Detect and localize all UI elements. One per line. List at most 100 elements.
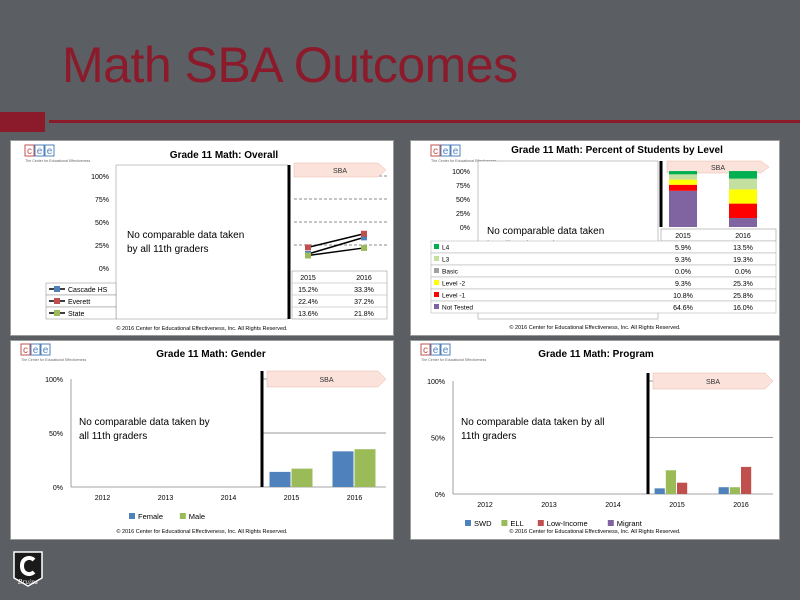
data-point <box>305 244 311 251</box>
chart-panel-overall: c e e The Center for Educational Effectiven… <box>10 140 394 336</box>
bar-female <box>332 451 354 487</box>
title-rule <box>49 120 800 123</box>
data-label: 33.3% <box>354 287 374 294</box>
legend-label: Everett <box>68 299 90 306</box>
data-label: 37.2% <box>354 299 374 306</box>
series-line-everett <box>307 233 365 249</box>
x-tick-label: 2015 <box>669 502 685 509</box>
legend-swatch <box>537 520 544 526</box>
chart-panel-program: c e e The Center for Educational Effectiven… <box>410 340 780 540</box>
table-row <box>430 288 777 302</box>
school-logo-text: Bruins <box>17 579 38 586</box>
logo-letter: e <box>443 146 449 157</box>
logo-letter-box <box>44 144 55 157</box>
table-row <box>430 300 777 314</box>
x-tick-label: 2016 <box>356 275 372 282</box>
data-label: 21.8% <box>354 311 374 318</box>
logo-tagline: The Center for Educational Effectiveness <box>21 358 86 362</box>
sba-banner-arrow <box>266 370 387 388</box>
data-label: 13.6% <box>298 311 318 318</box>
legend-label: Cascade HS <box>68 287 108 294</box>
school-logo: Bruins <box>13 551 43 587</box>
data-label: 22.4% <box>298 299 318 306</box>
bar-female <box>269 471 291 487</box>
data-label: 10.8% <box>673 293 693 300</box>
slide-title: Math SBA Outcomes <box>62 37 518 93</box>
data-label: 13.5% <box>733 245 753 252</box>
x-tick-label: 2016 <box>347 495 363 502</box>
legend-row <box>45 306 117 320</box>
data-label: 0.0% <box>735 269 751 276</box>
data-label: 0.0% <box>675 269 691 276</box>
legend-swatch <box>607 520 614 526</box>
y-tick-label: 50% <box>95 220 109 227</box>
legend-label: Level -2 <box>442 281 466 288</box>
logo-letter: e <box>43 345 49 356</box>
sba-banner-arrow <box>293 162 387 178</box>
bar-male <box>291 468 313 487</box>
data-label: 64.6% <box>673 305 693 312</box>
legend-swatch <box>129 513 135 519</box>
chart-title: Grade 11 Math: Gender <box>156 349 266 360</box>
no-data-note-line2: all 11th graders <box>79 431 147 442</box>
title-accent-block <box>0 112 45 132</box>
data-label: 16.0% <box>733 305 753 312</box>
x-tick-label: 2015 <box>300 275 316 282</box>
y-tick-label: 75% <box>95 197 109 204</box>
logo-letter-box <box>450 144 461 157</box>
data-label: 5.9% <box>675 245 691 252</box>
y-tick-label: 0% <box>53 485 63 492</box>
bar-low-income <box>677 482 688 494</box>
legend-swatch <box>54 310 60 316</box>
chart-title: Grade 11 Math: Overall <box>170 150 279 161</box>
stacked-bar-segment <box>669 179 697 185</box>
y-tick-label: 100% <box>91 174 109 181</box>
y-tick-label: 50% <box>431 436 445 443</box>
logo-letter-box <box>440 144 451 157</box>
y-tick-label: 0% <box>99 266 109 273</box>
legend-swatch <box>501 520 508 526</box>
logo-tagline: The Center for Educational Effectiveness <box>25 159 90 163</box>
x-tick-label: 2015 <box>675 233 691 240</box>
legend-label: SWD <box>474 519 492 528</box>
sba-banner-label: SBA <box>706 379 720 386</box>
x-tick-label: 2016 <box>735 233 751 240</box>
logo-letter-box <box>420 343 431 356</box>
logo-letter-box <box>430 144 441 157</box>
stacked-bar-segment <box>729 189 757 204</box>
no-data-box <box>115 164 289 320</box>
stacked-bar-segment <box>729 218 757 227</box>
table-row <box>430 252 777 266</box>
legend-label: Female <box>138 512 163 521</box>
bar-swd <box>718 487 729 494</box>
logo-tagline: The Center for Educational Effectiveness <box>421 358 486 362</box>
x-tick-label: 2013 <box>158 495 174 502</box>
legend-label: L3 <box>442 257 450 264</box>
table-row <box>430 264 777 278</box>
copyright: © 2016 Center for Educational Effectiven… <box>116 325 288 332</box>
legend-label: ELL <box>510 519 523 528</box>
x-tick-label: 2012 <box>477 502 493 509</box>
sba-banner-arrow <box>652 372 774 390</box>
bar-ell <box>665 470 676 494</box>
logo-letter: c <box>23 345 28 356</box>
legend-swatch <box>465 520 471 526</box>
data-label: 15.2% <box>298 287 318 294</box>
legend-label: Not Tested <box>442 305 473 312</box>
logo-tagline: The Center for Educational Effectiveness <box>431 159 496 163</box>
logo-letter-box <box>34 144 45 157</box>
logo-letter: c <box>433 146 438 157</box>
legend-label: Migrant <box>617 519 643 528</box>
legend-label: State <box>68 311 84 318</box>
legend-swatch <box>434 268 439 273</box>
data-point <box>361 244 367 251</box>
legend-swatch <box>54 298 60 304</box>
x-tick-label: 2014 <box>605 502 621 509</box>
data-label: 25.3% <box>733 281 753 288</box>
logo-letter: e <box>433 345 439 356</box>
no-data-note-line1: No comparable data taken <box>487 226 604 237</box>
stacked-bar-segment <box>729 171 757 179</box>
